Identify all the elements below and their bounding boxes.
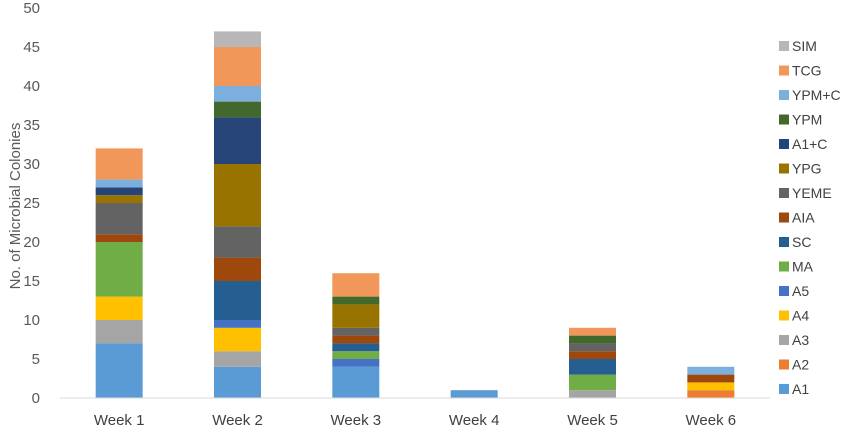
bar-segment-ma-2 <box>332 351 380 359</box>
legend-label: A5 <box>792 283 809 299</box>
legend-swatch <box>779 212 789 223</box>
legend-swatch <box>779 335 789 345</box>
x-axis-categories: Week 1 Week 2 Week 3 Week 4 Week 5 Week 6 <box>94 412 736 429</box>
bar-segment-tcg-0 <box>95 148 143 180</box>
bar-segment-a5-1 <box>214 320 261 328</box>
legend-swatch <box>779 114 789 125</box>
bar-segment-sc-4 <box>569 359 616 375</box>
y-tick-label: 5 <box>32 351 40 368</box>
legend-label: A4 <box>792 308 809 324</box>
x-tick-label: Week 4 <box>449 412 500 429</box>
bar-segment-yeme-4 <box>569 343 616 352</box>
legend-label: A1 <box>792 381 809 397</box>
x-tick-label: Week 5 <box>567 412 618 429</box>
bar-segment-aia-1 <box>214 257 261 281</box>
bar-segment-ma-0 <box>95 242 143 297</box>
x-tick-label: Week 2 <box>212 412 263 429</box>
bar-segment-a3-1 <box>214 351 261 367</box>
legend-label: MA <box>792 259 814 275</box>
legend-swatch <box>779 188 789 198</box>
bar-segment-yeme-0 <box>95 203 143 235</box>
y-tick-label: 25 <box>23 195 40 212</box>
bar-segment-ypm-4 <box>569 335 616 344</box>
legend-label: A3 <box>792 332 809 348</box>
bar-segment-ypm-plus-c-5 <box>687 366 735 375</box>
legend-swatch <box>779 384 789 394</box>
y-tick-label: 50 <box>23 0 40 17</box>
bar-segment-aia-0 <box>95 234 143 242</box>
bar-segment-a4-5 <box>687 382 735 391</box>
y-axis-label: No. of Microbial Colonies <box>7 123 24 290</box>
legend-swatch <box>779 261 789 272</box>
bar-segment-a3-4 <box>569 390 616 398</box>
bar-segment-a5-2 <box>332 359 380 367</box>
y-tick-label: 30 <box>23 156 40 173</box>
bar-segment-ypg-2 <box>332 304 380 328</box>
bar-segment-yeme-1 <box>214 226 261 258</box>
bar-segment-a3-0 <box>95 320 143 344</box>
legend-swatch <box>779 237 789 247</box>
bars <box>95 31 735 398</box>
legend-swatch <box>779 90 789 100</box>
bar-segment-a4-1 <box>214 327 261 352</box>
bar-segment-sc-2 <box>332 343 380 352</box>
bar-segment-a1-2 <box>332 366 380 398</box>
x-tick-label: Week 6 <box>686 412 737 429</box>
bar-segment-ypm-1 <box>214 101 261 118</box>
bar-segment-a2-5 <box>687 390 735 398</box>
legend-label: A2 <box>792 357 809 373</box>
y-tick-label: 10 <box>23 312 40 329</box>
legend-swatch <box>779 310 789 321</box>
legend-label: A1+C <box>792 136 827 152</box>
bar-segment-a1-plus-c-1 <box>214 117 261 164</box>
bar-segment-a1-1 <box>214 366 261 398</box>
legend-label: YPM+C <box>792 87 841 103</box>
legend-swatch <box>779 286 789 296</box>
x-tick-label: Week 3 <box>331 412 382 429</box>
bar-segment-aia-4 <box>569 351 616 359</box>
legend-label: YPM <box>792 112 822 128</box>
x-tick-label: Week 1 <box>94 412 145 429</box>
bar-segment-ypm-plus-c-1 <box>214 86 261 102</box>
legend-swatch <box>779 163 789 174</box>
bar-segment-aia-5 <box>687 374 735 383</box>
legend-swatch <box>779 139 789 149</box>
bar-segment-aia-2 <box>332 335 380 344</box>
legend-label: TCG <box>792 63 822 79</box>
legend-label: YEME <box>792 185 832 201</box>
bar-segment-a1-3 <box>450 390 498 398</box>
bar-segment-ypm-2 <box>332 296 380 305</box>
bar-segment-a4-0 <box>95 296 143 320</box>
bar-segment-a1-0 <box>95 343 143 398</box>
bar-segment-tcg-2 <box>332 273 380 297</box>
bar-segment-ypg-1 <box>214 164 261 227</box>
bar-segment-sc-1 <box>214 281 261 320</box>
legend-label: AIA <box>792 210 815 226</box>
legend: SIM TCG YPM+C YPM A1+C YPG YEME AIA SC MA A5 A4 A3 A2… <box>779 38 841 397</box>
bar-segment-tcg-1 <box>214 47 261 86</box>
legend-swatch <box>779 359 789 370</box>
legend-swatch <box>779 65 789 76</box>
legend-label: SIM <box>792 38 817 54</box>
y-axis-ticks: 0 5 10 15 20 25 30 35 40 45 50 <box>23 0 40 407</box>
y-tick-label: 45 <box>23 39 40 56</box>
y-tick-label: 20 <box>23 234 40 251</box>
bar-segment-sim-1 <box>214 31 261 47</box>
legend-label: SC <box>792 234 811 250</box>
y-tick-label: 40 <box>23 78 40 95</box>
bar-segment-ma-4 <box>569 374 616 391</box>
bar-segment-a1-plus-c-0 <box>95 187 143 196</box>
y-tick-label: 15 <box>23 273 40 290</box>
y-tick-label: 35 <box>23 117 40 134</box>
bar-segment-tcg-4 <box>569 327 616 336</box>
legend-swatch <box>779 41 789 51</box>
bar-segment-yeme-2 <box>332 327 380 336</box>
bar-segment-ypm-plus-c-0 <box>95 179 143 188</box>
bar-segment-ypg-0 <box>95 195 143 203</box>
legend-label: YPG <box>792 161 822 177</box>
y-tick-label: 0 <box>32 390 40 407</box>
